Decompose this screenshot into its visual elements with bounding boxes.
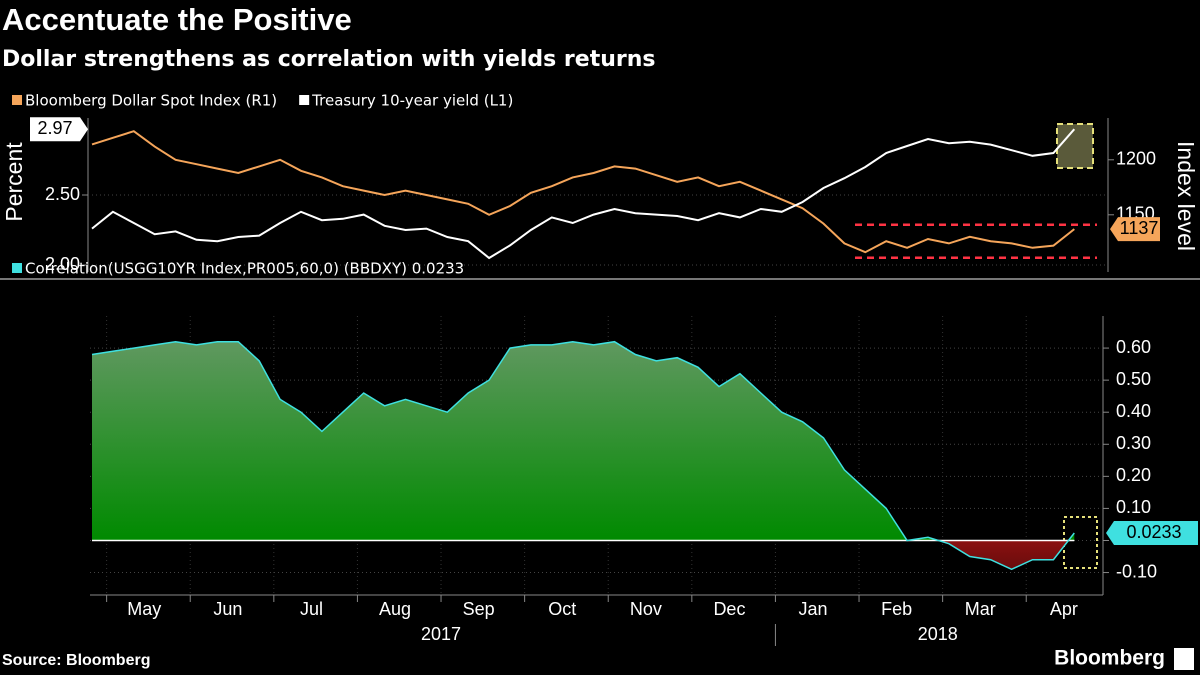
title: Accentuate the Positive: [2, 2, 352, 37]
legend-label: Treasury 10-year yield (L1): [311, 92, 513, 110]
y-tick-label: 2.50: [45, 184, 80, 204]
x-tick-label: Nov: [630, 599, 662, 619]
brand-icon: [1174, 648, 1194, 670]
x-tick-label: Feb: [881, 599, 912, 619]
legend-swatch: [299, 95, 310, 105]
brand: Bloomberg: [1054, 647, 1165, 670]
y-axis-title: Percent: [1, 142, 27, 222]
series-line: [91, 340, 1075, 571]
y-tick-label: 0.30: [1116, 433, 1151, 453]
value-label: 1137: [1120, 218, 1159, 238]
legend-swatch: [12, 263, 22, 273]
source: Source: Bloomberg: [2, 652, 150, 669]
year-label: 2017: [421, 624, 461, 644]
value-label-box: [30, 117, 88, 142]
series-line: [91, 130, 1075, 254]
y-tick-label: 0.20: [1116, 465, 1151, 485]
y2-axis-title: Index level: [1173, 141, 1199, 251]
x-tick-label: Dec: [713, 599, 745, 619]
y2-tick-label: 1200: [1116, 149, 1156, 169]
highlight-box: [1056, 123, 1094, 169]
year-label: 2018: [918, 624, 958, 644]
x-tick-label: Mar: [965, 599, 996, 619]
value-label-box: [1110, 217, 1160, 242]
value-label: 0.0233: [1126, 522, 1181, 542]
y-tick-label: -0.10: [1116, 561, 1157, 581]
y-tick-label: 0.50: [1116, 369, 1151, 389]
x-tick-label: May: [127, 599, 161, 619]
y-tick-label: 0.60: [1116, 337, 1151, 357]
subtitle: Dollar strengthens as correlation with y…: [2, 47, 655, 72]
x-tick-label: Jun: [213, 599, 242, 619]
x-tick-label: Apr: [1050, 599, 1078, 619]
legend-label: Correlation(USGG10YR Index,PR005,60,0) (…: [25, 260, 464, 278]
x-tick-label: Jul: [300, 599, 323, 619]
legend-label: Bloomberg Dollar Spot Index (R1): [25, 92, 277, 110]
value-label-box: [1106, 521, 1198, 546]
y-tick-label: 2.00: [45, 254, 80, 274]
series-line: [91, 128, 1076, 260]
x-tick-label: Aug: [379, 599, 411, 619]
y-tick-label: 0.40: [1116, 401, 1151, 421]
x-tick-label: Jan: [799, 599, 828, 619]
x-tick-label: Sep: [463, 599, 495, 619]
value-label: 2.97: [37, 118, 72, 138]
area: [92, 341, 1075, 570]
x-tick-label: Oct: [548, 599, 576, 619]
y-tick-label: 0.10: [1116, 497, 1151, 517]
legend-swatch: [12, 95, 22, 105]
